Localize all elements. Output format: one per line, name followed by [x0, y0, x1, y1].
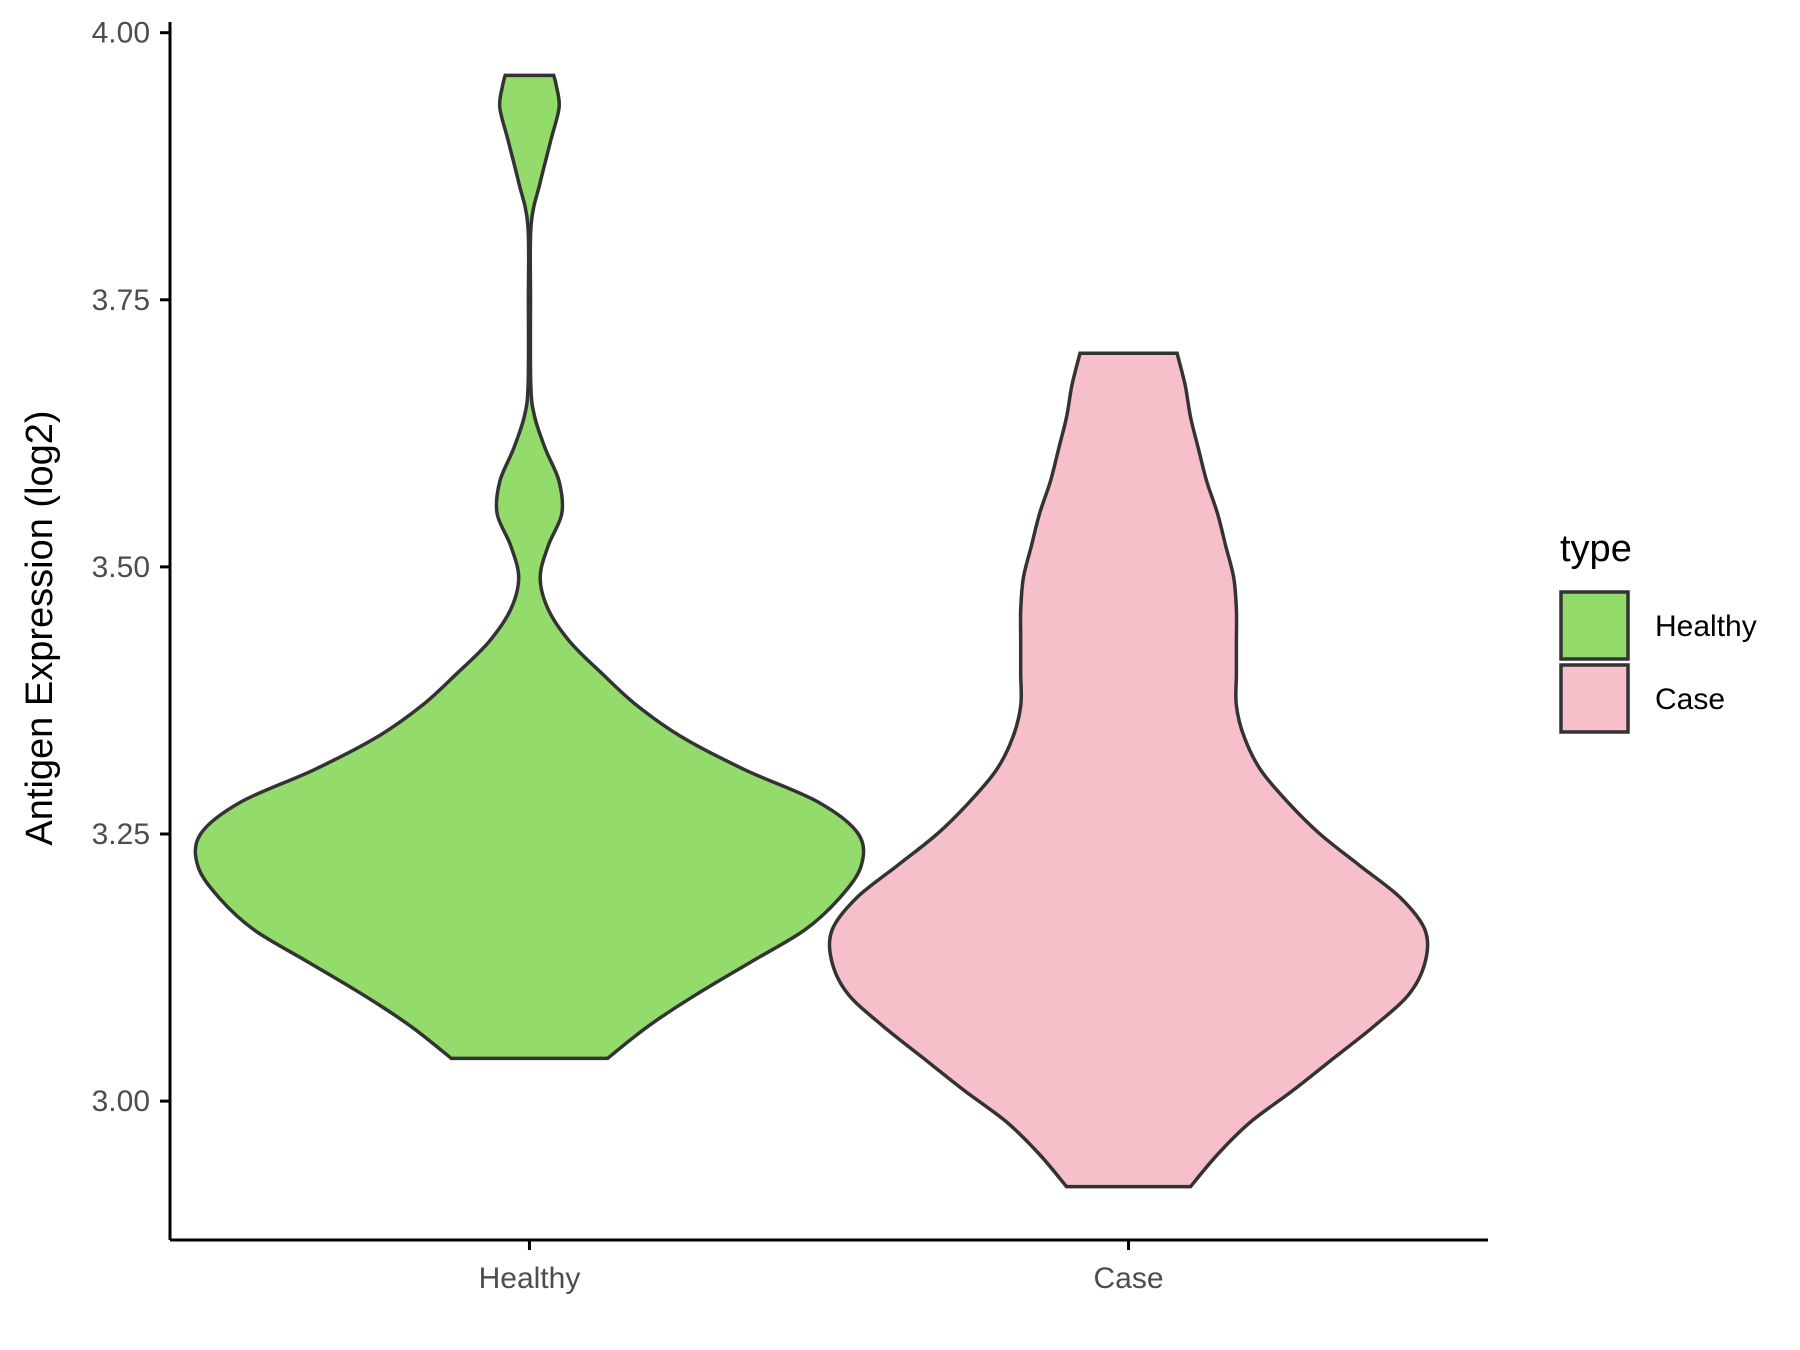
x-tick-label: Case — [1094, 1262, 1164, 1295]
x-ticks: Healthy Case — [479, 1240, 1164, 1295]
legend-label-healthy: Healthy — [1655, 610, 1757, 643]
y-tick-label: 3.50 — [92, 551, 150, 584]
axes — [168, 22, 1488, 1242]
y-tick-label: 3.25 — [92, 818, 150, 851]
y-ticks: 3.00 3.25 3.50 3.75 4.00 — [92, 17, 170, 1118]
y-tick-label: 3.00 — [92, 1085, 150, 1118]
x-tick-label: Healthy — [479, 1262, 581, 1295]
legend-title: type — [1560, 528, 1632, 570]
legend-items: Healthy Case — [1559, 590, 1757, 734]
legend-key-healthy — [1559, 590, 1630, 661]
legend-key-case — [1559, 663, 1630, 734]
legend-label-case: Case — [1655, 683, 1725, 716]
violin-case — [827, 351, 1430, 1189]
legend: type Healthy Case — [1559, 528, 1757, 734]
y-axis-title: Antigen Expression (log2) — [19, 410, 61, 845]
violin-healthy — [193, 73, 866, 1061]
violin-layer — [193, 73, 1430, 1189]
y-tick-label: 3.75 — [92, 284, 150, 317]
y-tick-label: 4.00 — [92, 17, 150, 50]
